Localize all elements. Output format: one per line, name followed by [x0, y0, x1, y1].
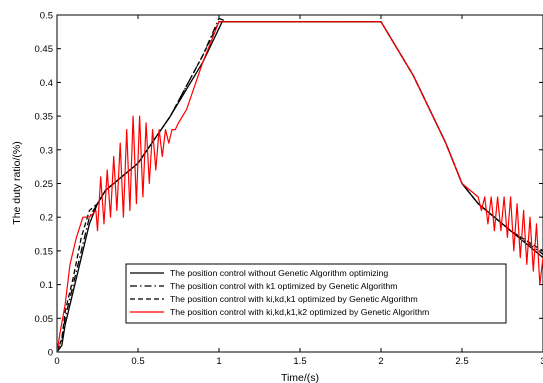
x-tick-label: 2 [378, 356, 383, 367]
series-layer [57, 17, 543, 352]
y-tick-label: 0.15 [35, 246, 54, 257]
legend-label: The position control with k1 optimized b… [170, 281, 397, 291]
x-tick-label: 1.5 [293, 356, 306, 367]
y-tick-label: 0.05 [35, 314, 54, 325]
series-line-4 [57, 21, 543, 352]
x-axis-label: Time/(s) [281, 372, 319, 383]
y-tick-label: 0.5 [40, 11, 53, 22]
x-axis: 0 0.5 1 1.5 2 2.5 3 [54, 15, 543, 367]
x-tick-label: 0 [54, 356, 59, 367]
y-axis-label: The duty ratio/(%) [11, 141, 23, 224]
legend-box [125, 263, 507, 324]
y-tick-label: 0.2 [40, 213, 53, 224]
y-tick-label: 0.1 [40, 280, 53, 291]
x-tick-label: 2.5 [455, 356, 468, 367]
legend: The position control without Genetic Alg… [125, 263, 507, 324]
y-tick-label: 0.45 [35, 44, 54, 55]
x-tick-label: 3 [540, 356, 543, 367]
legend-label: The position control with ki,kd,k1 optim… [170, 294, 418, 304]
y-tick-label: 0.35 [35, 112, 54, 123]
y-axis: 0 0.05 0.1 0.15 0.2 0.25 0.3 0.35 0.4 0.45 0.5 [35, 11, 543, 359]
x-tick-label: 0.5 [131, 356, 144, 367]
x-tick-label: 1 [216, 356, 221, 367]
y-tick-label: 0.3 [40, 145, 53, 156]
legend-label: The position control with ki,kd,k1,k2 op… [170, 307, 429, 317]
y-tick-label: 0.25 [35, 179, 54, 190]
y-tick-label: 0.4 [40, 78, 53, 89]
y-tick-label: 0 [48, 348, 53, 359]
legend-label: The position control without Genetic Alg… [170, 268, 388, 278]
